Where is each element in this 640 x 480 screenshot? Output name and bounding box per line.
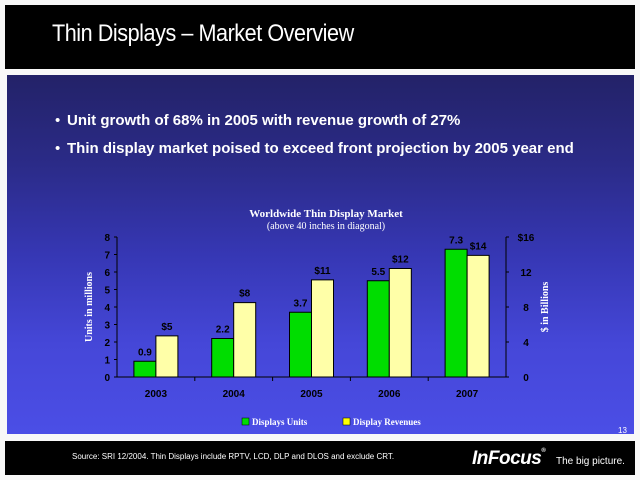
y-tick-label-right: 8 <box>523 303 529 314</box>
data-label-units: 2.2 <box>216 325 230 336</box>
y-axis-label-left: Units in millions <box>84 272 95 342</box>
bullet-2: • Thin display market poised to exceed fr… <box>55 140 574 157</box>
registered-mark: ® <box>541 448 546 454</box>
data-label-revenue: $11 <box>314 266 331 277</box>
footer-bar <box>5 441 635 475</box>
y-tick-label-left: 1 <box>104 356 110 367</box>
y-tick-label-right: 12 <box>520 268 532 279</box>
legend-swatch-units <box>241 417 250 426</box>
bullet-dot-icon: • <box>55 112 61 129</box>
bar-units <box>289 311 312 378</box>
bullet-2-text: Thin display market poised to exceed fro… <box>67 140 574 157</box>
x-tick-label: 2004 <box>223 389 246 400</box>
logo-text: InFocus <box>472 448 542 469</box>
page-number: 13 <box>618 426 627 435</box>
data-label-units: 0.9 <box>138 347 152 358</box>
y-tick-label-right: 4 <box>523 338 529 349</box>
bar-revenue <box>388 268 412 378</box>
bar-units <box>211 338 235 378</box>
bullet-1: • Unit growth of 68% in 2005 with revenue… <box>55 112 460 129</box>
tagline: The big picture. <box>556 456 625 467</box>
title-bar <box>5 5 635 69</box>
y-tick-label-left: 0 <box>104 373 110 384</box>
y-tick-label-right: $16 <box>518 233 535 244</box>
bullet-dot-icon: • <box>55 140 61 157</box>
y-tick-label-right: 0 <box>523 373 529 384</box>
data-label-revenue: $12 <box>392 255 409 266</box>
x-tick-label: 2005 <box>300 389 323 400</box>
chart-subtitle: (above 40 inches in diagonal) <box>267 221 385 232</box>
data-label-units: 5.5 <box>371 267 385 278</box>
data-label-revenue: $8 <box>239 289 251 300</box>
infocus-logo: InFocus® <box>472 448 546 470</box>
y-tick-label-left: 2 <box>104 338 110 349</box>
bar-units <box>444 248 468 378</box>
y-tick-label-left: 8 <box>104 233 110 244</box>
legend-swatch-revenue <box>342 417 351 426</box>
bullet-1-text: Unit growth of 68% in 2005 with revenue … <box>67 112 461 129</box>
x-tick-label: 2006 <box>378 389 401 400</box>
x-tick-label: 2003 <box>145 389 168 400</box>
bar-revenue <box>311 279 334 378</box>
data-label-units: 7.3 <box>449 235 463 246</box>
y-tick-label-left: 6 <box>104 268 110 279</box>
bar-revenue <box>233 302 257 378</box>
bar-units <box>366 280 390 378</box>
y-axis-label-right: $ in Billions <box>540 282 551 333</box>
bar-revenue <box>466 254 490 378</box>
bar-units <box>133 360 157 378</box>
legend-label-revenue: Display Revenues <box>353 417 421 427</box>
source-note: Source: SRI 12/2004. Thin Displays inclu… <box>72 452 395 461</box>
data-label-units: 3.7 <box>294 298 308 309</box>
legend-label-units: Displays Units <box>252 417 308 427</box>
y-tick-label-left: 7 <box>104 251 110 262</box>
chart-title: Worldwide Thin Display Market <box>249 208 403 220</box>
y-tick-label-left: 3 <box>104 321 110 332</box>
data-label-revenue: $14 <box>470 241 487 252</box>
bar-revenue <box>155 335 179 378</box>
y-tick-label-left: 4 <box>104 303 110 314</box>
data-label-revenue: $5 <box>161 322 173 333</box>
x-tick-label: 2007 <box>456 389 479 400</box>
slide-title: Thin Displays – Market Overview <box>52 20 354 47</box>
y-tick-label-left: 5 <box>104 286 110 297</box>
